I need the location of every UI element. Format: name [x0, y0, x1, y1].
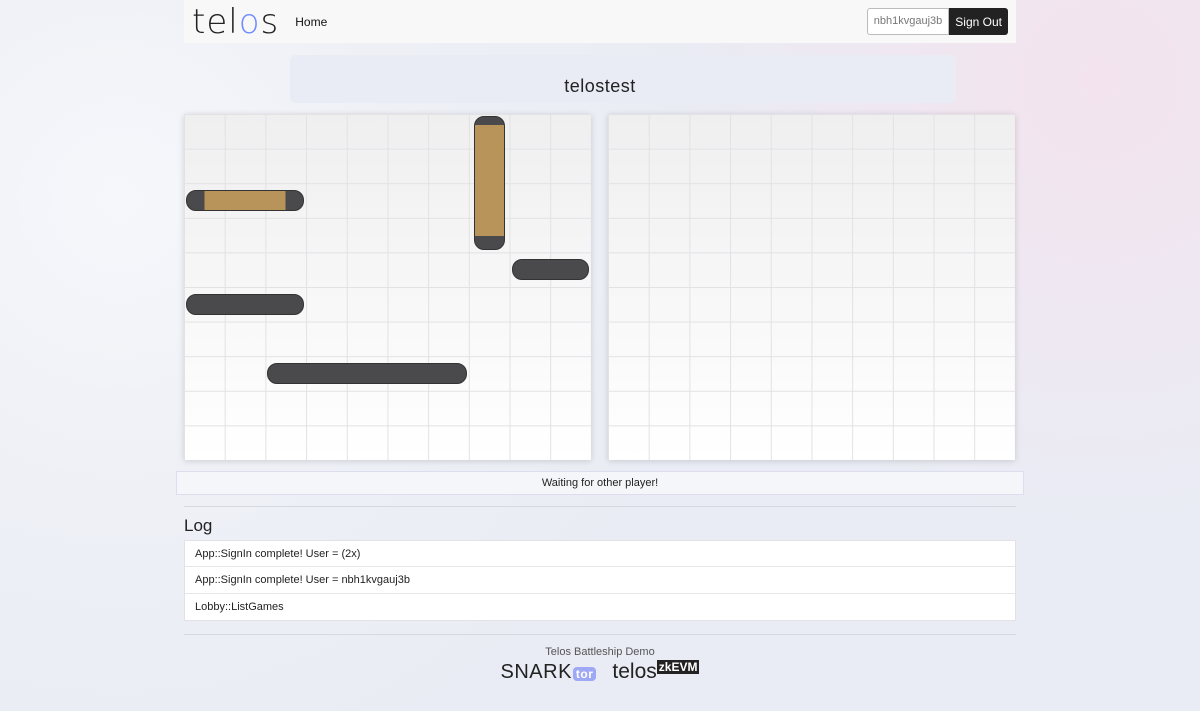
opponent-board[interactable] [608, 114, 1015, 460]
snark-text: SNARK [500, 660, 572, 683]
navbar: telos Home nbh1kvgauj3b Sign Out [184, 0, 1016, 43]
telos-text: telos [612, 660, 657, 683]
log-entry: App::SignIn complete! User = (2x) [185, 541, 1015, 568]
log-entry: Lobby::ListGames [195, 600, 284, 613]
sign-out-button[interactable]: Sign Out [949, 8, 1008, 35]
telos-zkevm-logo: telos zkEVM [612, 660, 700, 684]
log-entry: App::SignIn complete! User = nbh1kvgauj3… [185, 567, 1015, 594]
log-title: Log [184, 516, 213, 535]
footer-caption: Telos Battleship Demo [545, 646, 655, 658]
title-banner [290, 55, 956, 103]
ship-destroyer [511, 259, 589, 281]
log-list: App::SignIn complete! User = (2x) App::S… [184, 540, 1016, 621]
ship-battleship [473, 116, 505, 251]
divider [184, 506, 1016, 507]
user-id-field: nbh1kvgauj3b [866, 8, 950, 35]
own-board [184, 114, 591, 460]
ship-cruiser [186, 190, 305, 211]
divider [184, 634, 1016, 635]
game-title: telostest [564, 76, 636, 96]
zkevm-badge: zkEVM [656, 660, 700, 674]
tor-badge: tor [572, 666, 597, 681]
home-link[interactable]: Home [295, 14, 328, 29]
ship-submarine [186, 293, 305, 315]
snarktor-logo: SNARK tor [501, 661, 597, 684]
telos-logo[interactable]: telos [192, 1, 280, 42]
game-status: Waiting for other player! [176, 471, 1024, 495]
ship-carrier [267, 363, 467, 384]
